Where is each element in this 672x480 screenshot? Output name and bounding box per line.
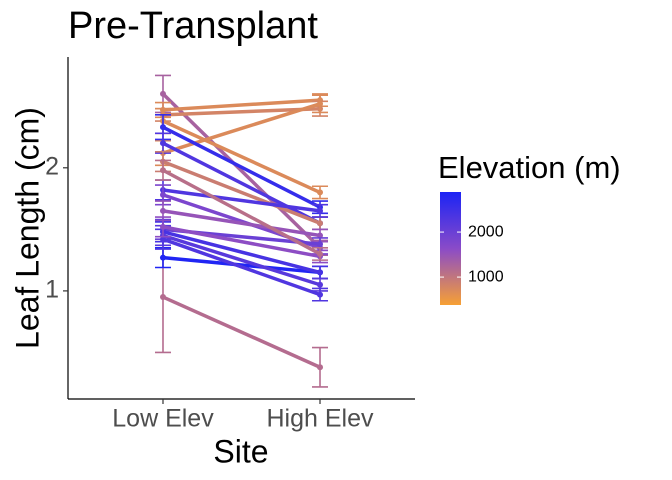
point bbox=[317, 207, 324, 214]
line bbox=[162, 119, 321, 195]
legend-title: Elevation (m) bbox=[438, 150, 621, 185]
line bbox=[162, 225, 321, 259]
line bbox=[161, 92, 322, 250]
series bbox=[154, 159, 329, 261]
point bbox=[159, 140, 166, 147]
y-axis-title: Leaf Length (cm) bbox=[9, 107, 45, 349]
point bbox=[159, 124, 166, 131]
point bbox=[159, 236, 166, 243]
point bbox=[317, 100, 324, 107]
line bbox=[162, 102, 321, 155]
x-tick-label: Low Elev bbox=[112, 405, 214, 433]
x-tick-label: High Elev bbox=[267, 405, 374, 433]
point bbox=[317, 241, 324, 248]
line bbox=[162, 230, 321, 275]
point bbox=[317, 250, 324, 257]
line bbox=[162, 295, 321, 369]
line bbox=[162, 141, 321, 225]
point bbox=[159, 254, 166, 261]
point bbox=[317, 281, 324, 288]
line bbox=[162, 98, 321, 112]
line bbox=[162, 237, 321, 297]
y-tick-label: 1 bbox=[45, 276, 59, 304]
line bbox=[162, 209, 321, 238]
point bbox=[159, 90, 166, 97]
y-tick-label: 2 bbox=[45, 152, 59, 180]
point bbox=[317, 269, 324, 276]
colorbar-label: 2000 bbox=[468, 223, 504, 240]
x-axis-title: Site bbox=[213, 433, 268, 469]
point bbox=[159, 294, 166, 301]
point bbox=[317, 189, 324, 196]
point bbox=[159, 167, 166, 174]
line bbox=[162, 106, 321, 117]
series bbox=[154, 150, 329, 231]
line bbox=[162, 188, 321, 213]
line bbox=[162, 233, 321, 287]
point bbox=[317, 220, 324, 227]
colorbar-label: 1000 bbox=[468, 268, 504, 285]
point bbox=[159, 223, 166, 230]
line bbox=[162, 160, 321, 225]
point bbox=[317, 364, 324, 371]
point bbox=[317, 232, 324, 239]
point bbox=[159, 191, 166, 198]
chart-title: Pre-Transplant bbox=[68, 5, 318, 47]
line bbox=[162, 168, 321, 256]
series bbox=[154, 216, 329, 264]
point bbox=[159, 207, 166, 214]
point bbox=[317, 291, 324, 298]
line bbox=[162, 125, 321, 209]
colorbar bbox=[440, 192, 461, 305]
